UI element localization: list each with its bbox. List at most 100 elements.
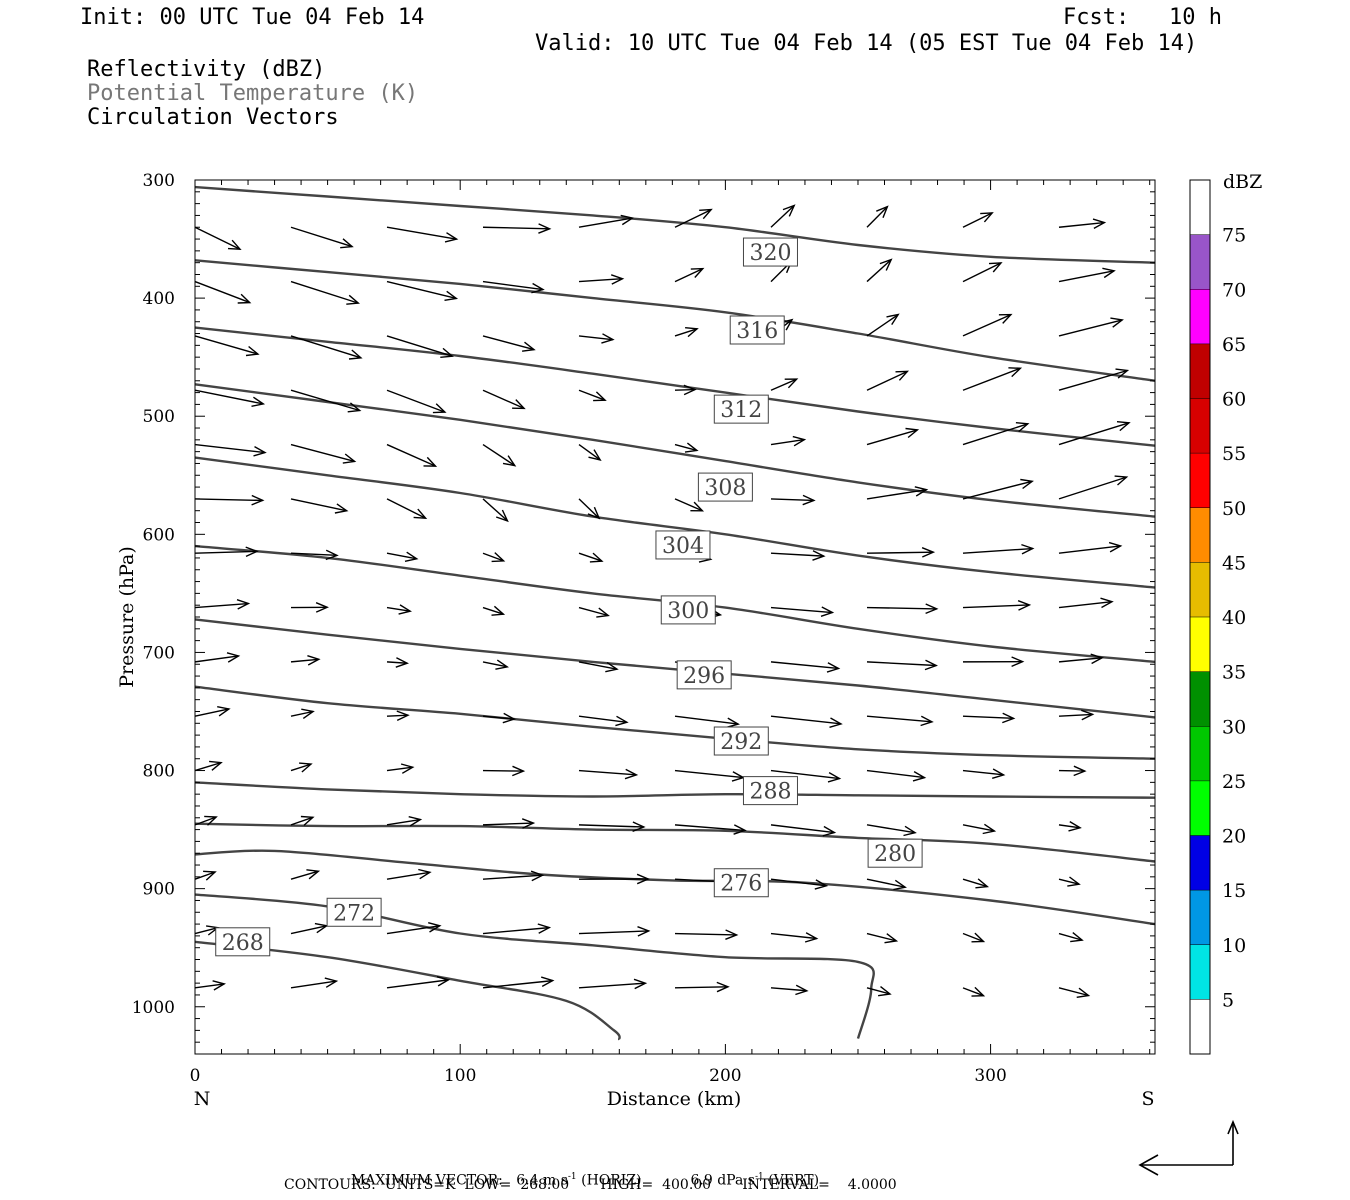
vector-head (601, 333, 615, 344)
colorbar-segment (1190, 726, 1210, 781)
colorbar-level-label: 70 (1222, 279, 1246, 301)
circulation-vector (1058, 653, 1104, 665)
vector-shaft (674, 208, 712, 228)
contour-label-276: 276 (720, 872, 762, 897)
circulation-vector (482, 443, 517, 467)
vector-head (632, 821, 646, 832)
contour-label-312: 312 (720, 398, 762, 423)
colorbar-level-label: 10 (1222, 935, 1246, 957)
contour-label-288: 288 (749, 780, 791, 805)
vector-head (538, 223, 552, 234)
colorbar-segment (1190, 944, 1210, 1000)
isentrope-268 (194, 940, 621, 1041)
vector-head (495, 659, 509, 670)
circulation-vector (866, 932, 899, 944)
circulation-vector (194, 443, 267, 457)
circulation-vector (578, 821, 646, 832)
circulation-vector (482, 223, 552, 234)
circulation-vector (386, 868, 432, 880)
vector-head (512, 399, 526, 410)
vector-shaft (674, 267, 704, 283)
circulation-vector (482, 605, 506, 616)
vector-shaft (1058, 369, 1128, 391)
vector-shaft (386, 606, 411, 612)
vector-head (436, 976, 451, 987)
vector-shaft (770, 378, 797, 391)
x-tick-label: 200 (709, 1066, 741, 1086)
vector-shaft (674, 328, 698, 337)
vector-head (633, 978, 648, 990)
vector-head (245, 546, 259, 558)
x-tick-label: 100 (444, 1066, 476, 1086)
vector-shaft (674, 715, 739, 725)
vector-shaft (1058, 987, 1089, 997)
colorbar-level-label: 30 (1222, 716, 1246, 738)
vector-shaft (866, 429, 918, 446)
vector-shaft (386, 552, 417, 560)
circulation-vector (578, 389, 607, 402)
vector-shaft (578, 661, 618, 670)
vector-shaft (386, 818, 421, 826)
vector-head (540, 976, 555, 988)
vector-shaft (674, 986, 728, 989)
vector-head (204, 815, 218, 826)
isentrope-292 (194, 685, 1156, 760)
vector-shaft (962, 604, 1030, 609)
vector-head (1017, 600, 1032, 611)
vector-head (690, 501, 705, 512)
vector-head (593, 391, 607, 402)
vector-shaft (770, 932, 817, 940)
forecast-hour: Fcst: 10 h (1063, 5, 1222, 30)
vector-head (342, 453, 357, 464)
vector-shaft (1058, 824, 1081, 829)
colorbar-segment (1190, 507, 1210, 563)
vector-shaft (194, 280, 250, 304)
circulation-vector (578, 443, 602, 461)
circulation-vector (866, 769, 927, 782)
circulation-vector (194, 706, 231, 717)
vector-head (245, 345, 260, 357)
vector-shaft (866, 878, 906, 888)
colorbar-segment (1190, 617, 1210, 672)
vector-shaft (770, 204, 795, 228)
circulation-vector (386, 551, 419, 562)
circulation-vector (1058, 541, 1123, 554)
vector-shaft (578, 443, 601, 461)
circulation-vector (194, 652, 241, 663)
vector-head (733, 824, 747, 835)
horiz-tag: (HORIZ) (581, 1172, 642, 1189)
vector-shaft (194, 602, 249, 609)
circulation-vector (290, 226, 354, 249)
colorbar-segment (1190, 671, 1210, 727)
vector-head (404, 551, 419, 562)
vector-shaft (386, 443, 436, 467)
circulation-vector (866, 878, 907, 891)
circulation-vector (866, 659, 938, 671)
vector-head (685, 327, 699, 338)
vector-head (1115, 368, 1130, 379)
max-vector-line: MAXIMUM VECTOR: 6.4 m s-1 (HORIZ) 6.9 dP… (342, 1159, 819, 1188)
vector-shaft (1058, 932, 1083, 941)
vector-shaft (1058, 476, 1127, 500)
circulation-vector (482, 870, 545, 882)
vector-head (905, 427, 920, 439)
vector-shaft (290, 280, 359, 304)
circulation-vector (1058, 597, 1114, 609)
circulation-vector (482, 389, 526, 410)
horiz-unit-exponent: -1 (567, 1172, 577, 1182)
contour-labels: 320 316 312 308 304 300 296 292 288 280 276 272 268 (215, 237, 923, 957)
vector-shaft (578, 824, 644, 828)
vector-shaft (386, 498, 426, 519)
vector-shaft (770, 552, 824, 557)
circulation-vector (290, 280, 361, 305)
vector-head (784, 378, 799, 389)
vector-head (495, 509, 509, 523)
circulation-vector (290, 922, 329, 935)
vector-shaft (578, 552, 603, 562)
vector-shaft (386, 280, 457, 300)
vector-head (227, 239, 242, 250)
vector-shaft (1058, 769, 1085, 772)
vector-head (924, 659, 938, 671)
field-label-theta: Potential Temperature (K) (87, 81, 419, 106)
vector-shaft (482, 874, 543, 880)
